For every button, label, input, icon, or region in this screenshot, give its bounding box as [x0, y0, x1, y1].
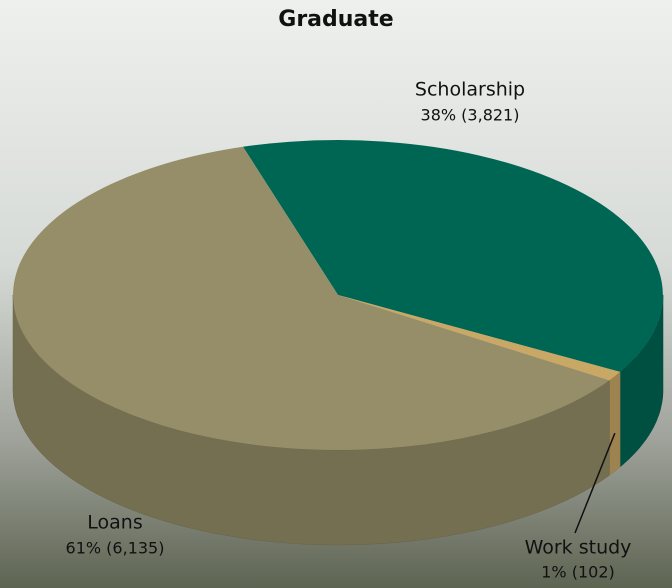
pie [12, 140, 664, 546]
slice-label: Work study [525, 537, 632, 559]
chart-title: Graduate [278, 7, 393, 32]
slice-label: Scholarship [415, 79, 525, 101]
pie-slice [243, 140, 663, 372]
pie-side [609, 371, 621, 476]
pie-slice [13, 146, 610, 451]
pie-slice [338, 295, 621, 381]
value-label: 38% (3,821) [421, 106, 520, 125]
value-label: 1% (102) [541, 563, 615, 582]
slice-label: Loans [87, 512, 142, 534]
value-label: 61% (6,135) [66, 539, 165, 558]
leader-line [574, 432, 616, 534]
